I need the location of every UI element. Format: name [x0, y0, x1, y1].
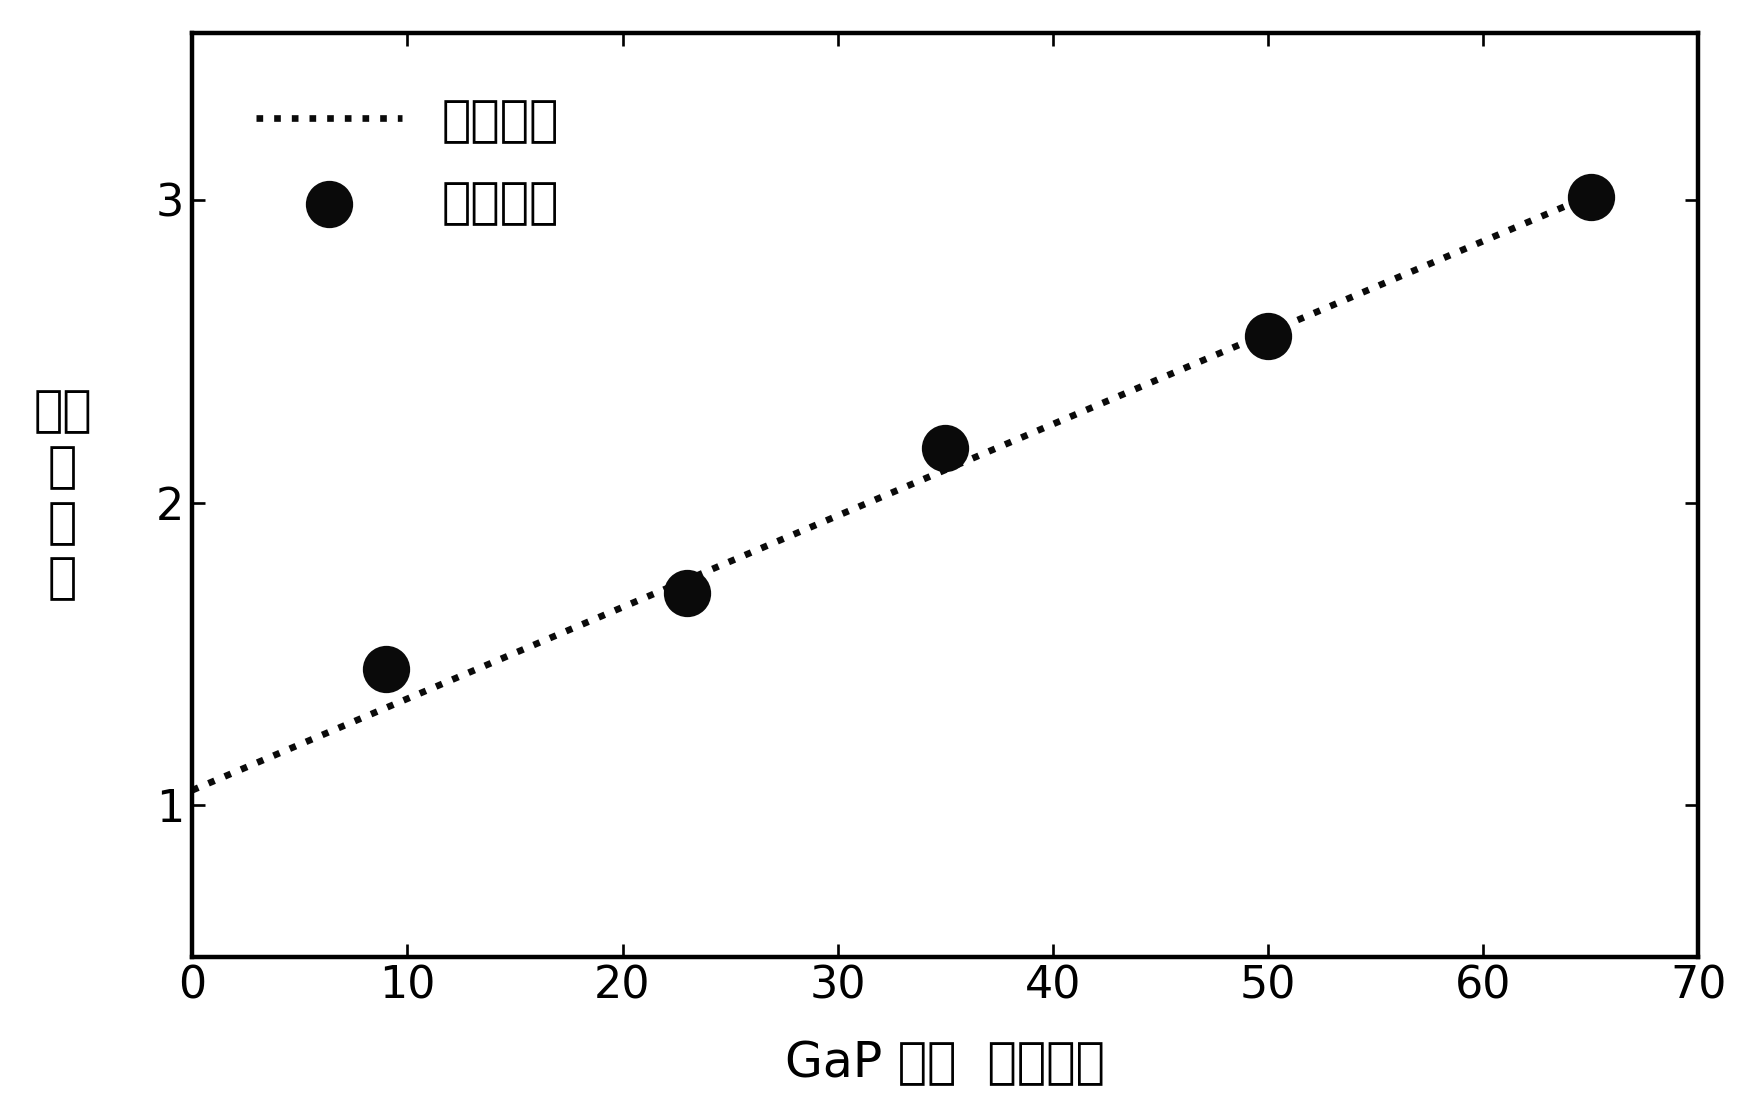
- 理论计算: [1591, 184, 1612, 197]
- 理论计算: [352, 711, 373, 725]
- 实验数据: [931, 439, 959, 457]
- 实验数据: [1577, 188, 1605, 206]
- 实验数据: [371, 660, 400, 678]
- 理论计算: [1206, 348, 1227, 362]
- 理论计算: [181, 784, 202, 797]
- 理论计算: [1199, 351, 1220, 364]
- 理论计算: [739, 547, 760, 560]
- 实验数据: [1253, 327, 1281, 345]
- X-axis label: GaP 厅度  （微米）: GaP 厅度 （微米）: [785, 1038, 1105, 1086]
- Y-axis label: 相对
光
输
出: 相对 光 输 出: [33, 388, 92, 603]
- 理论计算: [641, 588, 662, 601]
- 实验数据: [672, 585, 700, 603]
- 理论计算: [1068, 407, 1089, 420]
- Legend: 理论计算, 实验数据: 理论计算, 实验数据: [216, 58, 598, 267]
- Line: 理论计算: 理论计算: [192, 190, 1602, 791]
